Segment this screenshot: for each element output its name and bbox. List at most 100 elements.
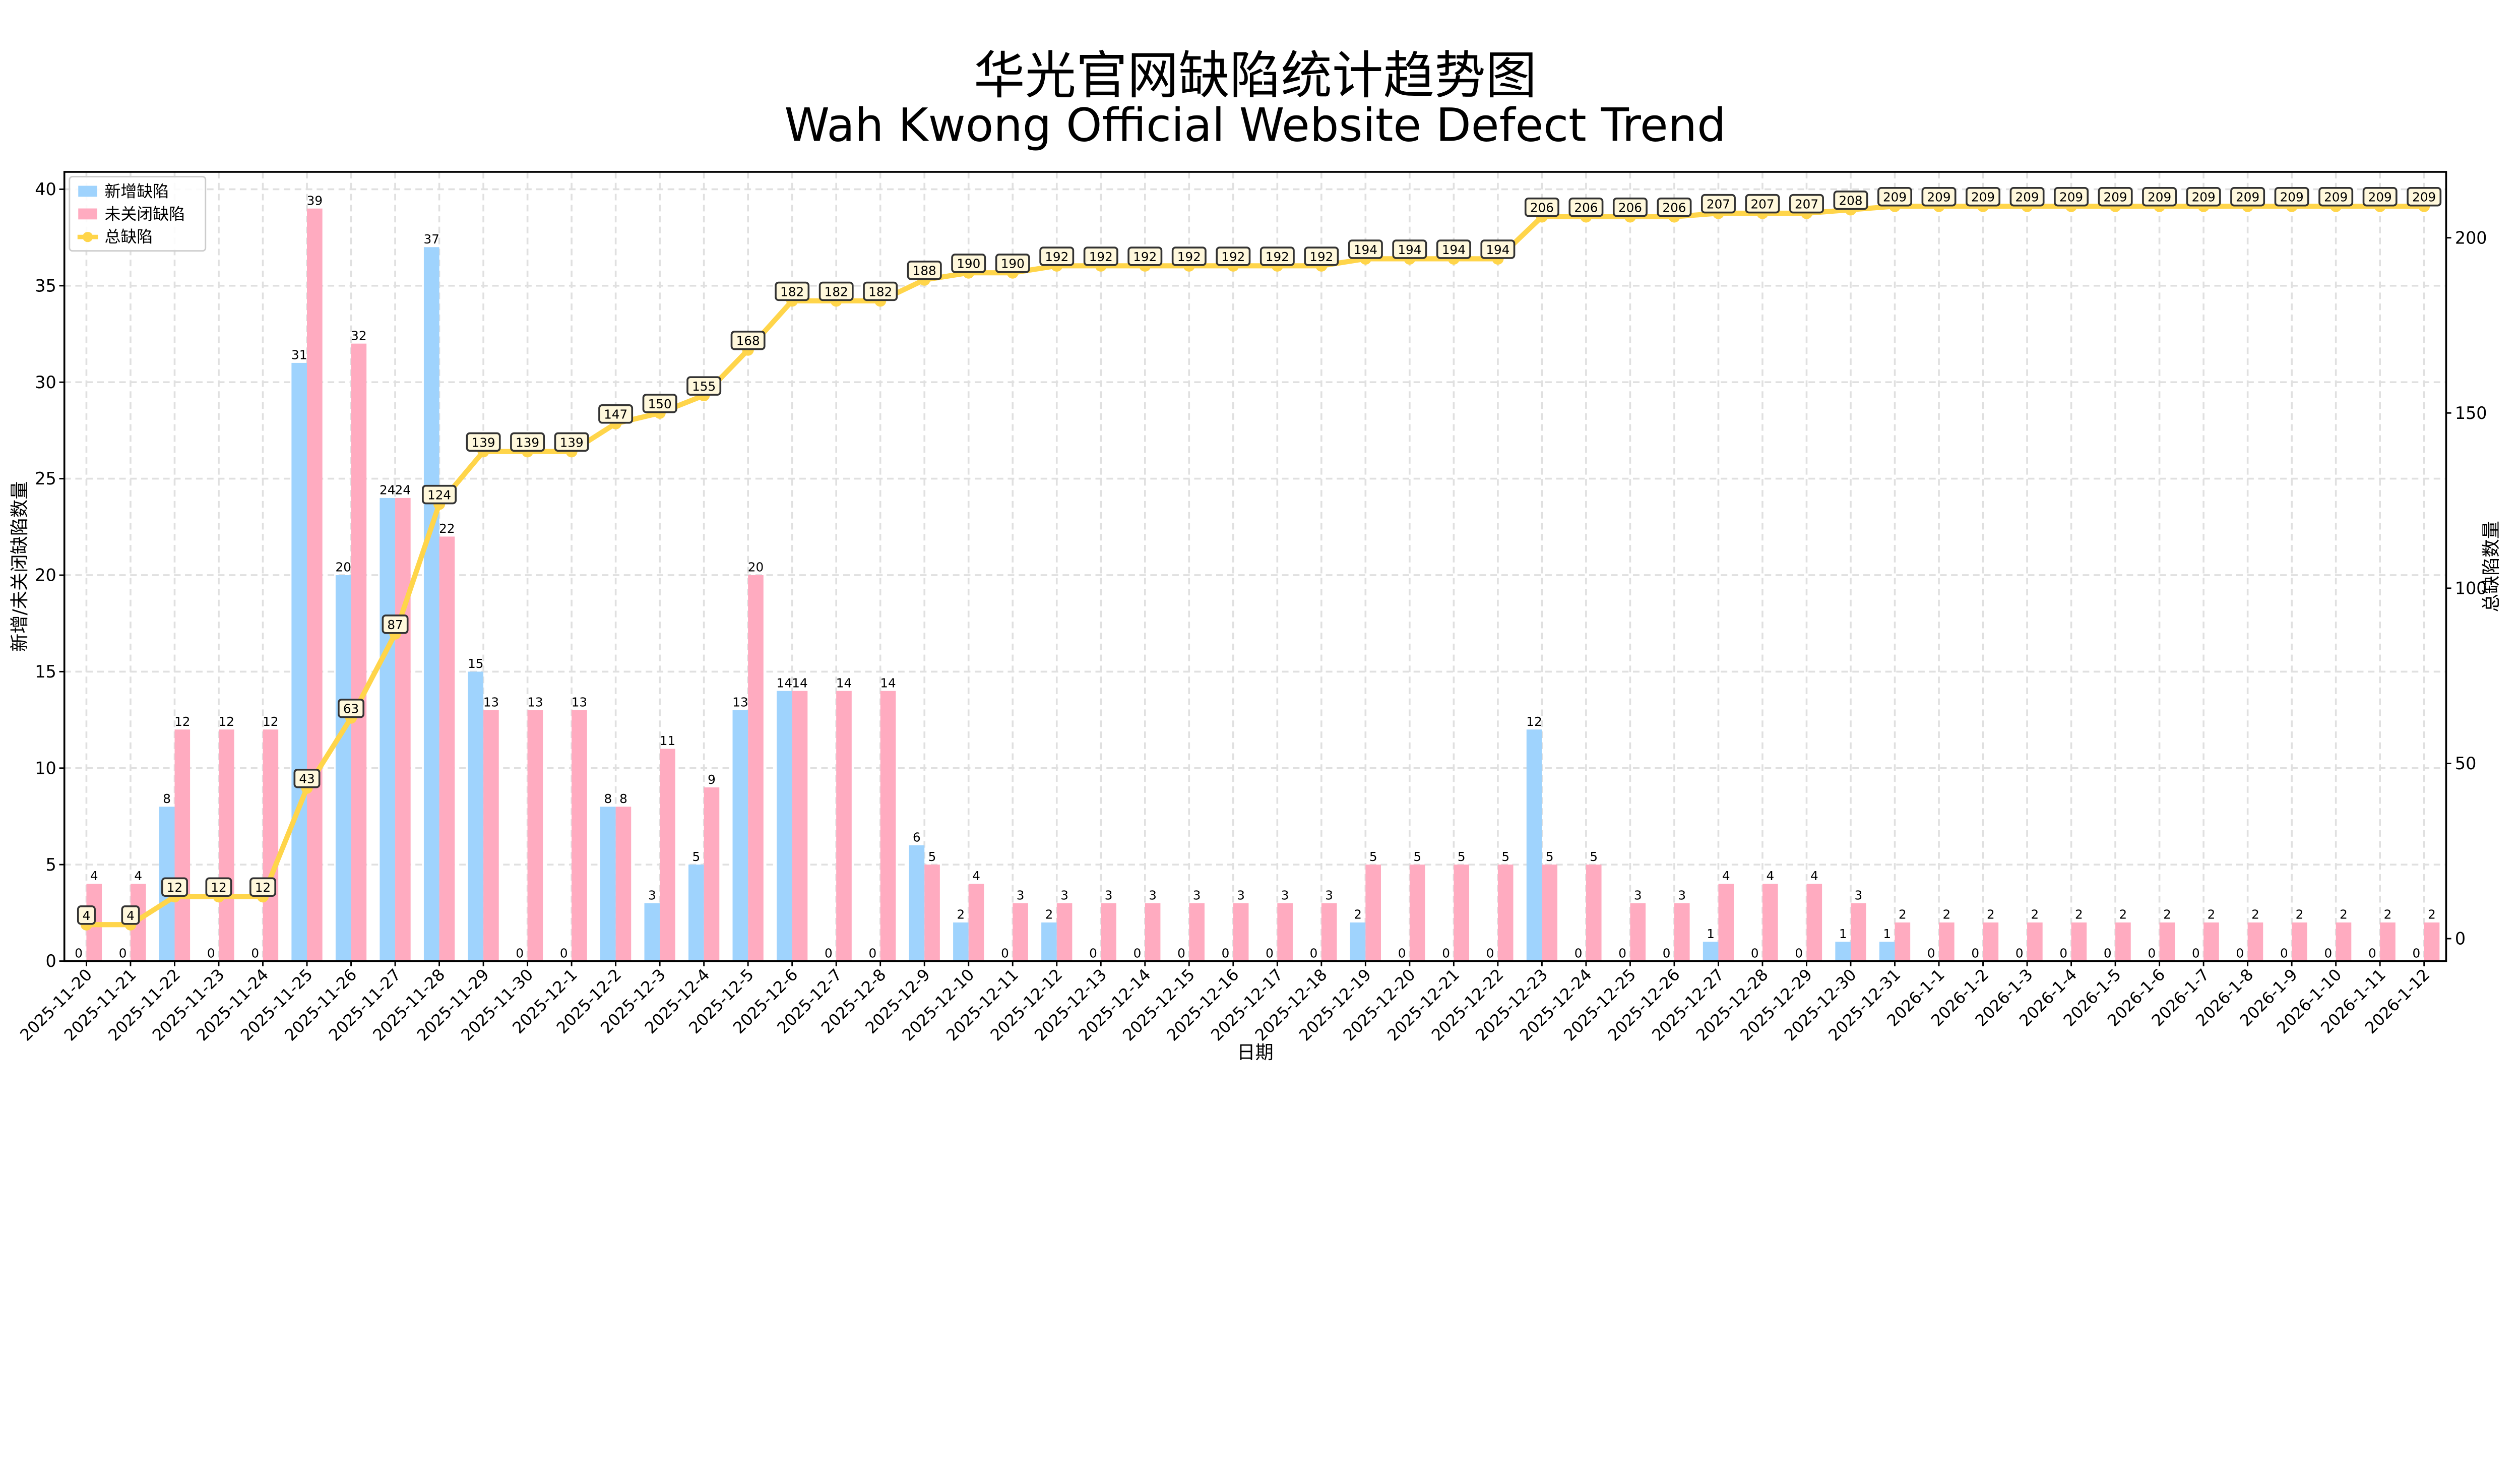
bar-label-new: 0 bbox=[516, 946, 524, 960]
bar-label-open: 5 bbox=[1413, 849, 1421, 864]
total-label: 43 bbox=[299, 772, 314, 786]
bar-label-new: 8 bbox=[163, 791, 171, 806]
total-label: 12 bbox=[167, 880, 182, 895]
bar-new bbox=[1835, 942, 1851, 961]
total-label-box bbox=[1612, 197, 1648, 217]
bar-new bbox=[335, 575, 351, 961]
bar-open bbox=[351, 343, 367, 961]
y-tick-label-left: 40 bbox=[35, 179, 56, 199]
total-label-box bbox=[1083, 246, 1118, 266]
total-label-box bbox=[249, 877, 276, 897]
bar-open bbox=[748, 575, 764, 961]
bar-open bbox=[2380, 922, 2396, 961]
total-label: 182 bbox=[780, 284, 804, 299]
bar-label-open: 13 bbox=[572, 695, 587, 710]
bar-label-new: 0 bbox=[825, 946, 833, 960]
bar-open bbox=[660, 749, 675, 961]
bar-label-new: 0 bbox=[75, 946, 83, 960]
y-tick-label-left: 15 bbox=[35, 662, 56, 682]
total-label-box bbox=[2009, 187, 2045, 207]
bar-label-open: 3 bbox=[1193, 888, 1201, 902]
total-label: 206 bbox=[1618, 201, 1642, 215]
total-label-box bbox=[161, 877, 188, 897]
defect-trend-chart: 华光官网缺陷统计趋势图 Wah Kwong Official Website D… bbox=[9, 46, 2502, 1063]
total-label: 155 bbox=[692, 379, 716, 394]
bar-label-new: 0 bbox=[1574, 946, 1583, 960]
total-label-box bbox=[1877, 187, 1912, 207]
total-label-box bbox=[1480, 239, 1516, 259]
bar-open bbox=[1013, 903, 1028, 961]
total-label-box bbox=[1127, 246, 1163, 266]
y-tick-label-left: 0 bbox=[45, 951, 56, 971]
total-label: 209 bbox=[1971, 190, 1995, 205]
total-label-box bbox=[818, 281, 854, 301]
total-label: 190 bbox=[1001, 257, 1025, 271]
total-label-box bbox=[293, 769, 321, 788]
bar-open bbox=[1497, 865, 1514, 961]
total-label: 124 bbox=[427, 488, 451, 503]
bar-label-new: 0 bbox=[2059, 946, 2067, 960]
y-tick-label-right: 100 bbox=[2455, 578, 2487, 598]
total-label: 150 bbox=[648, 397, 672, 411]
total-label: 192 bbox=[1221, 250, 1245, 264]
bar-label-open: 4 bbox=[134, 869, 142, 883]
bar-label-open: 5 bbox=[1501, 849, 1509, 864]
bar-label-open: 2 bbox=[1899, 907, 1907, 922]
total-label-box bbox=[1524, 197, 1559, 217]
bar-open bbox=[1189, 903, 1205, 961]
total-label: 194 bbox=[1398, 242, 1421, 257]
total-label: 12 bbox=[255, 880, 271, 895]
bar-open bbox=[174, 729, 191, 961]
total-label-box bbox=[466, 432, 501, 452]
bar-open bbox=[704, 787, 720, 961]
total-label-box bbox=[2318, 187, 2354, 207]
total-label: 209 bbox=[2104, 190, 2127, 205]
y-tick-label-left: 5 bbox=[45, 855, 56, 875]
bar-open bbox=[615, 807, 632, 961]
bar-label-new: 0 bbox=[2413, 946, 2421, 960]
bar-label-new: 1 bbox=[1707, 927, 1715, 941]
bar-open bbox=[2115, 922, 2131, 961]
total-label-box bbox=[1966, 187, 2001, 207]
total-label-box bbox=[775, 281, 810, 301]
bar-label-new: 12 bbox=[1526, 714, 1542, 729]
total-label: 208 bbox=[1839, 194, 1862, 208]
y-tick-label-left: 20 bbox=[35, 566, 56, 585]
total-label-box bbox=[1348, 239, 1383, 259]
total-label: 63 bbox=[343, 702, 359, 716]
bar-label-open: 11 bbox=[660, 733, 675, 748]
chart-subtitle: Wah Kwong Official Website Defect Trend bbox=[784, 99, 1726, 152]
bar-new bbox=[291, 362, 307, 961]
y-tick-label-right: 0 bbox=[2455, 929, 2466, 949]
total-label: 207 bbox=[1795, 197, 1818, 212]
bar-open bbox=[2071, 922, 2087, 961]
bar-label-open: 13 bbox=[483, 695, 499, 710]
bar-label-open: 2 bbox=[2163, 907, 2171, 922]
bar-label-open: 8 bbox=[619, 791, 627, 806]
bar-open bbox=[1630, 903, 1646, 961]
bar-open bbox=[2424, 922, 2440, 961]
total-label: 4 bbox=[83, 908, 91, 923]
bar-open bbox=[2027, 922, 2043, 961]
bar-open bbox=[1674, 903, 1690, 961]
bar-new bbox=[953, 922, 969, 961]
bar-label-open: 3 bbox=[1634, 888, 1642, 902]
total-label-box bbox=[1833, 190, 1868, 210]
bar-label-open: 5 bbox=[1590, 849, 1598, 864]
bar-label-new: 14 bbox=[777, 675, 792, 690]
bar-label-open: 2 bbox=[2428, 907, 2436, 922]
bar-label-new: 0 bbox=[1398, 946, 1406, 960]
bar-label-new: 0 bbox=[1971, 946, 1979, 960]
bar-new bbox=[468, 671, 484, 961]
total-label-box bbox=[2362, 187, 2398, 207]
bar-label-open: 9 bbox=[708, 772, 716, 787]
bar-new bbox=[1041, 922, 1057, 961]
total-label-box bbox=[1039, 246, 1075, 266]
legend-label-new: 新增缺陷 bbox=[104, 181, 169, 201]
bar-label-new: 0 bbox=[119, 946, 127, 960]
legend[interactable]: 新增缺陷 未关闭缺陷 总缺陷 bbox=[69, 175, 207, 252]
bar-label-new: 0 bbox=[1133, 946, 1142, 960]
bar-open bbox=[880, 691, 896, 961]
bar-label-open: 4 bbox=[1766, 869, 1774, 883]
